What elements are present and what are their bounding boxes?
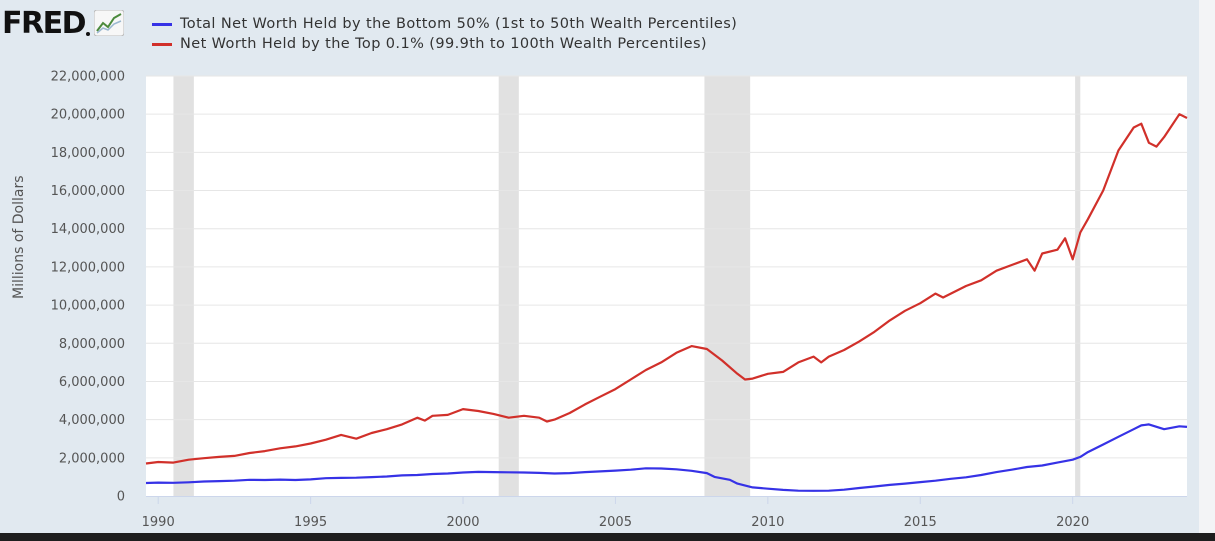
y-tick-label-5: 10,000,000 [51, 299, 125, 314]
recession-band-0 [173, 76, 194, 496]
legend-label-bottom-50: Total Net Worth Held by the Bottom 50% (… [180, 16, 738, 32]
series-line-0 [145, 423, 1188, 492]
series-lines [145, 113, 1188, 492]
y-tick-label-11: 22,000,000 [51, 70, 125, 85]
series-line-1 [145, 113, 1188, 465]
recession-band-1 [498, 76, 519, 496]
x-axis-ticks: 1990 1995 2000 2005 2010 2015 2020 [142, 496, 1089, 530]
x-tick-label-5: 2015 [904, 515, 937, 530]
y-tick-label-1: 2,000,000 [59, 451, 125, 466]
legend-swatch-top-0-1 [152, 42, 172, 46]
x-tick-label-6: 2020 [1056, 515, 1089, 530]
bottom-bar [0, 533, 1215, 541]
plot-area [146, 76, 1187, 496]
x-tick-label-3: 2005 [599, 515, 632, 530]
legend-item-top-0-1[interactable]: Net Worth Held by the Top 0.1% (99.9th t… [152, 34, 737, 54]
x-tick-label-0: 1990 [142, 515, 175, 530]
legend-swatch-bottom-50 [152, 22, 172, 26]
y-tick-label-2: 4,000,000 [59, 413, 125, 428]
legend-item-bottom-50[interactable]: Total Net Worth Held by the Bottom 50% (… [152, 14, 737, 34]
grid-lines [146, 75, 1187, 497]
legend-label-top-0-1: Net Worth Held by the Top 0.1% (99.9th t… [180, 36, 707, 52]
y-axis-ticks: 0 2,000,000 4,000,000 6,000,000 8,000,000 10,… [51, 70, 125, 505]
y-tick-label-8: 16,000,000 [51, 184, 125, 199]
x-tick-label-4: 2010 [751, 515, 784, 530]
y-tick-label-10: 20,000,000 [51, 108, 125, 123]
y-tick-label-7: 14,000,000 [51, 222, 125, 237]
x-tick-label-2: 2000 [446, 515, 479, 530]
logo-dot [86, 32, 90, 36]
page-scrollbar[interactable] [1199, 0, 1215, 541]
y-tick-label-9: 18,000,000 [51, 146, 125, 161]
recession-band-3 [1075, 76, 1081, 496]
fred-logo-text: FRED [2, 6, 87, 41]
y-tick-label-3: 6,000,000 [59, 375, 125, 390]
x-tick-label-1: 1995 [294, 515, 327, 530]
recession-shading [173, 76, 1081, 496]
y-tick-label-4: 8,000,000 [59, 337, 125, 352]
y-tick-label-0: 0 [117, 490, 125, 505]
recession-band-2 [704, 76, 751, 496]
chart-line-icon [94, 10, 124, 36]
fred-logo[interactable]: FRED [2, 6, 124, 42]
chart-legend: Total Net Worth Held by the Bottom 50% (… [152, 14, 737, 54]
y-tick-label-6: 12,000,000 [51, 260, 125, 275]
